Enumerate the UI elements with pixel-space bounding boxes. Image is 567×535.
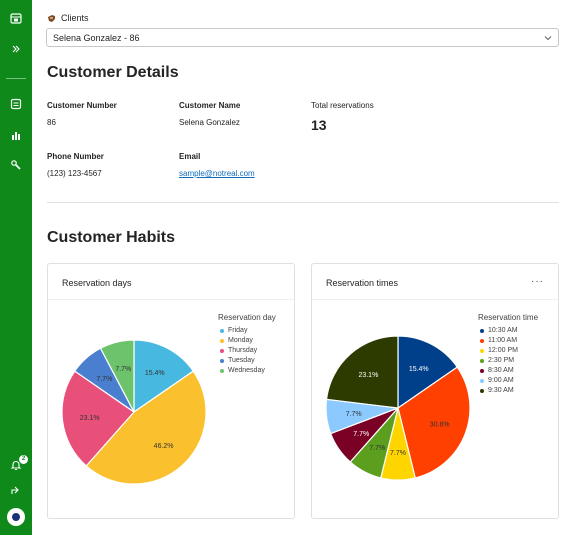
legend-swatch (480, 328, 484, 333)
legend-label: 8:30 AM (488, 367, 514, 374)
email-label: Email (179, 152, 201, 161)
legend-item-10-30-am[interactable]: 10:30 AM (480, 327, 518, 334)
total-reservations-value: 13 (311, 117, 327, 133)
card-title: Reservation times (326, 278, 399, 288)
legend-label: 12:00 PM (488, 347, 518, 354)
tools-icon[interactable] (0, 149, 32, 181)
legend-label: 2:30 PM (488, 357, 515, 364)
legend-item-9-00-am[interactable]: 9:00 AM (480, 377, 514, 384)
chart-icon[interactable] (0, 119, 32, 151)
pie-data-label: 30.8% (430, 421, 450, 428)
phone-number-value: (123) 123-4567 (47, 169, 102, 178)
clients-field-label: Clients (47, 13, 89, 23)
pie-slice-wednesday[interactable] (99, 339, 135, 413)
total-reservations-label: Total reservations (311, 101, 374, 110)
legend-swatch (220, 338, 224, 343)
customer-details-heading: Customer Details (47, 64, 179, 81)
legend-label: 9:30 AM (488, 387, 514, 394)
legend-item-11-00-am[interactable]: 11:00 AM (480, 337, 517, 344)
legend-swatch (480, 388, 484, 393)
pie-data-label: 23.1% (80, 415, 100, 422)
reservation-days-card: Reservation days 15.4% 46.2% 23.1% 7.7% 7.7%… (47, 263, 295, 519)
legend-swatch (480, 338, 484, 343)
pie-slice-10-30-am[interactable] (397, 335, 459, 410)
avatar[interactable] (7, 508, 25, 526)
pie-data-label: 15.4% (145, 370, 165, 377)
legend-swatch (480, 348, 484, 353)
calendar-icon[interactable] (0, 2, 32, 34)
card-title: Reservation days (62, 278, 132, 288)
clients-label: Clients (61, 13, 89, 23)
pie-slice-thursday[interactable] (61, 370, 135, 467)
calendar-list-icon[interactable] (0, 88, 32, 120)
legend-swatch (220, 328, 224, 333)
customer-number-value: 86 (47, 118, 56, 127)
avatar-logo-icon (12, 513, 20, 521)
reservation-days-pie: 15.4% 46.2% 23.1% 7.7%7.7% (61, 339, 207, 485)
pie-slice-11-00-am[interactable] (397, 366, 471, 479)
legend-item-friday[interactable]: Friday (220, 327, 247, 334)
legend-swatch (480, 358, 484, 363)
legend-swatch (220, 348, 224, 353)
pie-data-label: 7.7% (390, 450, 406, 457)
reservation-times-card: Reservation times ··· 15.4% 30.8% 7.7% 7.7%… (311, 263, 559, 519)
pie-data-label: 46.2% (154, 443, 174, 450)
legend-item-12-00-pm[interactable]: 12:00 PM (480, 347, 518, 354)
main-content: Clients Selena Gonzalez - 86 Customer De… (32, 0, 567, 535)
pie-data-label: 15.4% (409, 366, 429, 373)
legend-item-monday[interactable]: Monday (220, 337, 253, 344)
more-options-icon[interactable]: ··· (531, 276, 544, 287)
expand-icon[interactable] (0, 33, 32, 65)
app-rail: 2 (0, 0, 32, 535)
card-divider (312, 299, 558, 300)
pie-data-label: 7.7% (346, 411, 362, 418)
legend-swatch (480, 368, 484, 373)
legend-label: Monday (228, 337, 253, 344)
reservation-times-pie: 15.4%30.8%7.7%7.7%7.7%7.7%23.1% (325, 335, 471, 481)
pie-data-label: 7.7% (96, 376, 112, 383)
chevron-down-icon (544, 35, 552, 40)
pie-data-label: 7.7% (115, 366, 131, 373)
legend-swatch (220, 368, 224, 373)
pie-slice-monday[interactable] (85, 370, 207, 485)
legend-item-2-30-pm[interactable]: 2:30 PM (480, 357, 514, 364)
pie-slice-friday[interactable] (133, 339, 195, 414)
rail-divider (6, 78, 26, 79)
pie-data-label: 23.1% (358, 372, 378, 379)
customer-habits-heading: Customer Habits (47, 229, 176, 246)
email-link[interactable]: sample@notreal.com (179, 169, 255, 178)
card-divider (48, 299, 294, 300)
pie-data-label: 7.7% (353, 431, 369, 438)
legend-label: 11:00 AM (488, 337, 518, 344)
legend-title: Reservation day (218, 313, 276, 322)
pie-slice-9-30-am[interactable] (325, 335, 399, 409)
legend-item-8-30-am[interactable]: 8:30 AM (480, 367, 514, 374)
legend-swatch (220, 358, 224, 363)
section-divider (47, 202, 559, 203)
legend-label: 9:00 AM (488, 377, 514, 384)
customer-name-label: Customer Name (179, 101, 241, 110)
legend-label: Friday (228, 327, 248, 334)
legend-item-wednesday[interactable]: Wednesday (220, 367, 265, 374)
share-icon[interactable] (0, 474, 32, 506)
customer-number-label: Customer Number (47, 101, 117, 110)
phone-number-label: Phone Number (47, 152, 104, 161)
legend-label: Thursday (228, 347, 258, 354)
legend-item-9-30-am[interactable]: 9:30 AM (480, 387, 514, 394)
client-select-value: Selena Gonzalez - 86 (53, 32, 140, 43)
legend-label: Tuesday (228, 357, 255, 364)
legend-swatch (480, 378, 484, 383)
customer-name-value: Selena Gonzalez (179, 118, 240, 127)
clients-icon (48, 14, 55, 22)
legend-item-thursday[interactable]: Thursday (220, 347, 257, 354)
client-select[interactable]: Selena Gonzalez - 86 (46, 28, 559, 47)
legend-item-tuesday[interactable]: Tuesday (220, 357, 255, 364)
legend-title: Reservation time (478, 313, 539, 322)
bell-icon[interactable] (0, 449, 32, 481)
legend-label: Wednesday (228, 367, 265, 374)
notification-count-badge: 2 (19, 455, 28, 464)
pie-data-label: 7.7% (369, 445, 385, 452)
legend-label: 10:30 AM (488, 327, 518, 334)
